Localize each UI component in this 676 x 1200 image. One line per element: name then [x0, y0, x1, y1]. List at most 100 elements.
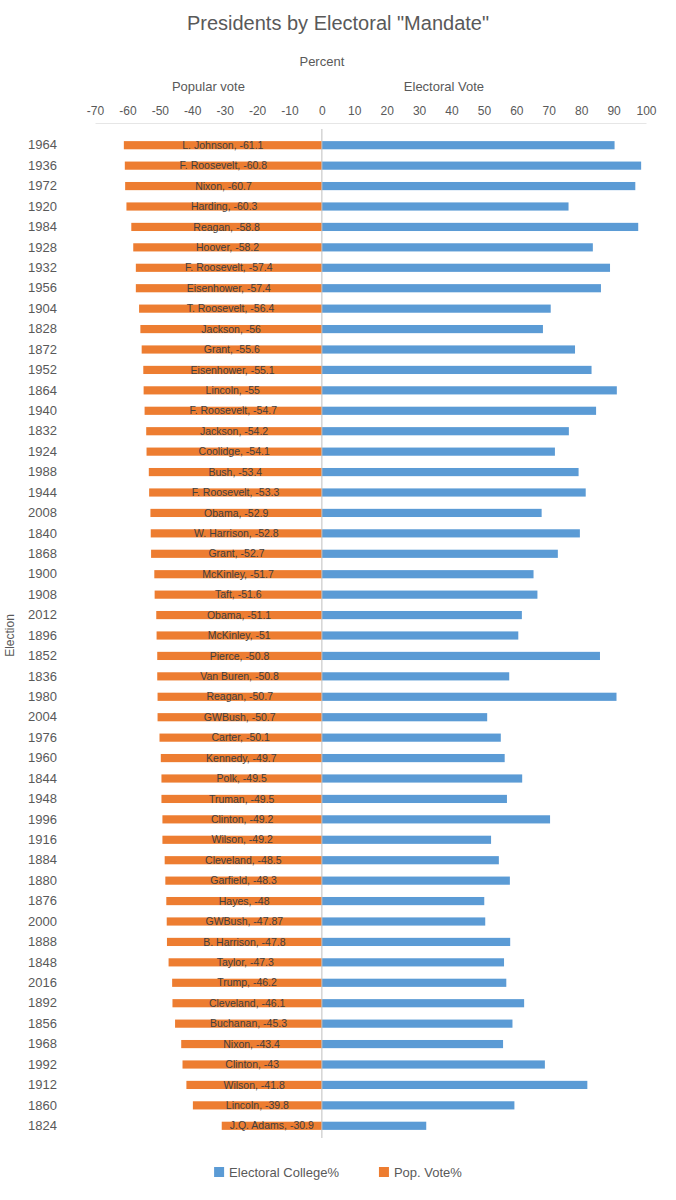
legend-label: Pop. Vote% [394, 1165, 462, 1180]
y-tick: 2016 [28, 975, 95, 990]
data-label: McKinley, -51 [208, 629, 271, 641]
bar [322, 856, 499, 864]
data-label: Jackson, -56 [201, 323, 261, 335]
data-label: F. Roosevelt, -53.3 [192, 486, 280, 498]
data-label: Taylor, -47.3 [217, 956, 274, 968]
y-tick-label: 1828 [28, 321, 57, 336]
legend-item: Pop. Vote% [379, 1165, 462, 1180]
y-tick-label: 1976 [28, 730, 57, 745]
bar [322, 468, 579, 476]
data-label: Obama, -52.9 [204, 507, 268, 519]
x-tick: 80 [575, 104, 589, 123]
bar [322, 938, 510, 946]
x-tick: -30 [216, 104, 234, 123]
bar [322, 488, 586, 496]
y-tick: 1916 [28, 832, 95, 847]
zero-line [321, 129, 322, 1138]
y-tick-label: 1836 [28, 669, 57, 684]
bar [322, 366, 592, 374]
x-tick: 20 [381, 104, 395, 123]
y-tick-label: 1868 [28, 546, 57, 561]
y-tick-label: 1984 [28, 219, 57, 234]
bar [322, 631, 518, 639]
bar [322, 182, 635, 190]
y-tick-label: 1952 [28, 362, 57, 377]
bar [322, 754, 505, 762]
bar [322, 917, 485, 925]
x-tick: -70 [87, 104, 105, 123]
bar [322, 672, 509, 680]
y-tick-label: 2016 [28, 975, 57, 990]
x-tick: -60 [119, 104, 137, 123]
data-label: Coolidge, -54.1 [199, 445, 270, 457]
data-label: Grant, -55.6 [204, 343, 260, 355]
y-tick: 2004 [28, 709, 95, 724]
bar [322, 407, 596, 415]
data-label: Cleveland, -46.1 [209, 997, 286, 1009]
data-label: Reagan, -58.8 [193, 221, 260, 233]
bar [322, 325, 543, 333]
data-label: B. Harrison, -47.8 [203, 936, 285, 948]
bar [322, 570, 534, 578]
y-tick: 1844 [28, 771, 95, 786]
y-tick-label: 1920 [28, 199, 57, 214]
legend: Electoral College%Pop. Vote% [214, 1165, 462, 1180]
data-label: Cleveland, -48.5 [205, 854, 282, 866]
y-tick-label: 1856 [28, 1016, 57, 1031]
bar [322, 202, 569, 210]
x-tick-label: 30 [413, 104, 427, 118]
x-tick: 50 [478, 104, 492, 123]
y-tick: 1888 [28, 934, 95, 949]
title: Presidents by Electoral "Mandate" [187, 12, 489, 34]
y-tick-label: 2004 [28, 709, 57, 724]
x-axis-title: Percent [299, 54, 344, 69]
y-tick: 1892 [28, 995, 95, 1010]
x-tick: 40 [445, 104, 459, 123]
bar [322, 243, 593, 251]
x-tick: 60 [510, 104, 524, 123]
x-tick: 70 [543, 104, 557, 123]
y-tick: 1964 [28, 137, 95, 152]
x-tick-label: -60 [119, 104, 137, 118]
y-tick: 1972 [28, 178, 95, 193]
data-label: Reagan, -50.7 [206, 690, 273, 702]
data-label: Grant, -52.7 [208, 547, 264, 559]
y-tick-label: 1992 [28, 1057, 57, 1072]
x-tick: -40 [184, 104, 202, 123]
x-tick: -50 [152, 104, 170, 123]
data-label: F. Roosevelt, -60.8 [180, 159, 268, 171]
bar [322, 345, 575, 353]
y-tick-label: 1860 [28, 1098, 57, 1113]
data-label: Truman, -49.5 [209, 793, 275, 805]
x-tick-label: 40 [445, 104, 459, 118]
data-label: Harding, -60.3 [191, 200, 258, 212]
y-tick: 1996 [28, 812, 95, 827]
y-tick-label: 1996 [28, 812, 57, 827]
data-label: Lincoln, -39.8 [226, 1099, 289, 1111]
y-tick-label: 1980 [28, 689, 57, 704]
y-tick: 1824 [28, 1118, 95, 1133]
y-tick-label: 1864 [28, 383, 57, 398]
x-tick-label: -50 [152, 104, 170, 118]
data-label: T. Roosevelt, -56.4 [187, 302, 275, 314]
y-tick-label: 1840 [28, 526, 57, 541]
x-tick-label: 100 [636, 104, 656, 118]
y-tick: 1832 [28, 423, 95, 438]
bar [322, 284, 601, 292]
data-label: Van Buren, -50.8 [200, 670, 279, 682]
y-tick: 1936 [28, 158, 95, 173]
data-label: Hoover, -58.2 [196, 241, 259, 253]
x-tick-label: 10 [348, 104, 362, 118]
y-tick: 1868 [28, 546, 95, 561]
bar [322, 305, 551, 313]
y-tick: 1852 [28, 648, 95, 663]
y-tick: 1924 [28, 444, 95, 459]
y-tick-label: 1916 [28, 832, 57, 847]
data-label: W. Harrison, -52.8 [194, 527, 279, 539]
y-tick-label: 1896 [28, 628, 57, 643]
y-tick: 1912 [28, 1077, 95, 1092]
y-tick: 1944 [28, 485, 95, 500]
y-tick: 1848 [28, 955, 95, 970]
y-tick-label: 1936 [28, 158, 57, 173]
x-tick-label: -10 [281, 104, 299, 118]
